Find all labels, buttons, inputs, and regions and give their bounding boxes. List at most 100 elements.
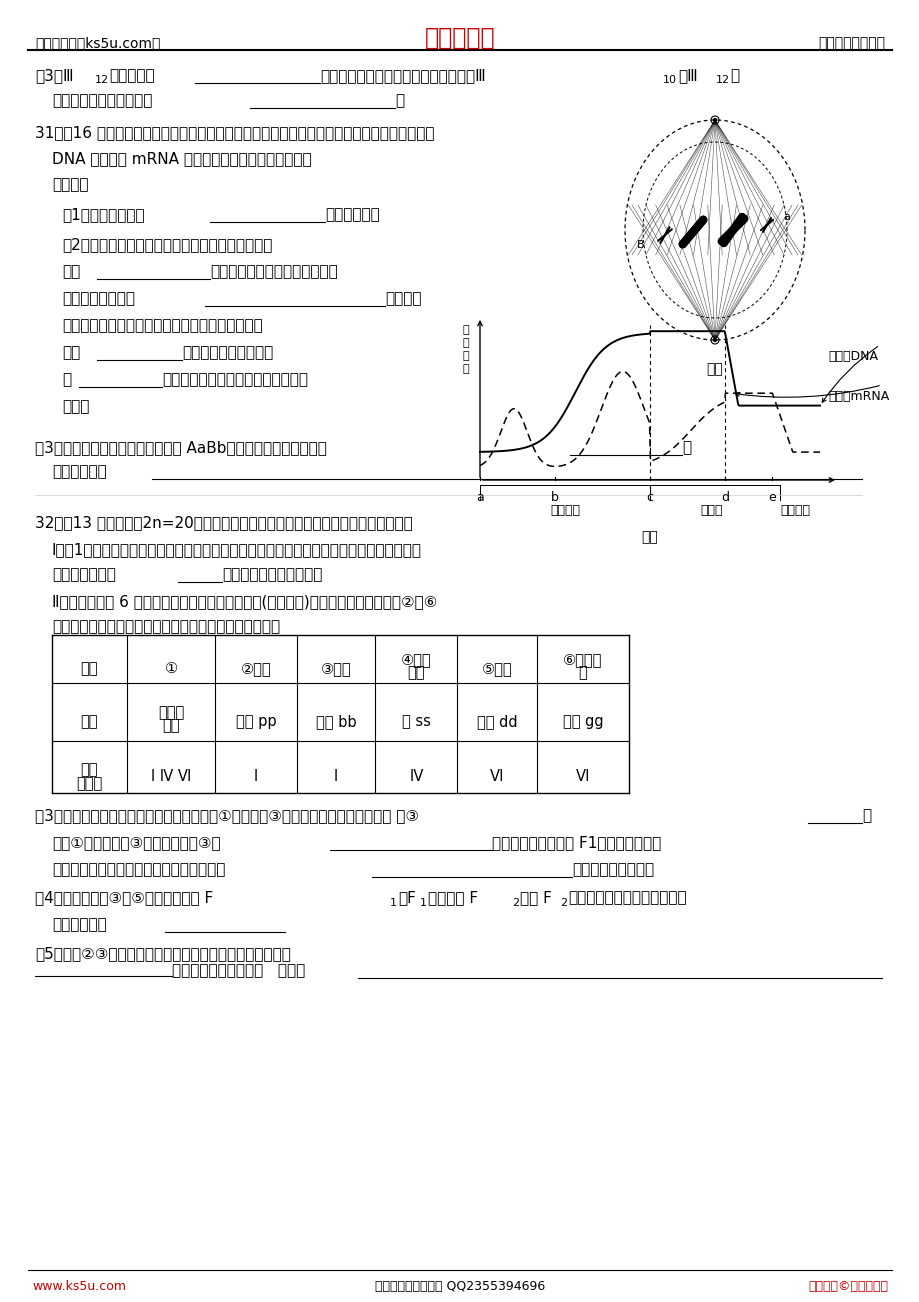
Text: 所在: 所在 [81,762,98,777]
Text: 期（填字母），该曲线: 期（填字母），该曲线 [182,345,273,359]
Text: 细胞核DNA: 细胞核DNA [827,350,877,363]
Text: 高考资源网: 高考资源网 [425,26,494,49]
Text: 生长收获种子，再播种，观察和记录后代中: 生长收获种子，再播种，观察和记录后代中 [52,862,225,878]
Text: 再自交得 F: 再自交得 F [427,891,478,905]
Text: 10: 10 [663,76,676,85]
Text: 均只有一个性状是隐性纯合的，其他性状均为显性纯合。: 均只有一个性状是隐性纯合的，其他性状均为显性纯合。 [52,618,279,634]
Text: a: a [476,491,483,504]
Text: 白色 gg: 白色 gg [562,713,603,729]
Text: 12: 12 [95,76,109,85]
Text: 期（填字母）才能观察到图甲所示的: 期（填字母）才能观察到图甲所示的 [162,372,308,387]
Text: 诚招驻站老师，联系 QQ2355394696: 诚招驻站老师，联系 QQ2355394696 [374,1280,545,1293]
Text: 版权所有©高考资源网: 版权所有©高考资源网 [807,1280,887,1293]
Circle shape [713,118,716,121]
Text: DNA 和细胞质 mRNA 含量的变化曲线，试回答下列有: DNA 和细胞质 mRNA 含量的变化曲线，试回答下列有 [52,151,312,165]
Text: 1: 1 [420,898,426,907]
Text: 的曲线表明，细胞分裂过程中核糖体功能活跃的时: 的曲线表明，细胞分裂过程中核糖体功能活跃的时 [62,318,263,333]
Text: 染色单体数分别为: 染色单体数分别为 [62,292,135,306]
Text: ，F: ，F [398,891,415,905]
Text: ，则 F: ，则 F [519,891,551,905]
Text: 短节 bb: 短节 bb [315,713,356,729]
Text: 量: 量 [462,365,469,374]
Text: 表现为长节高茎的植株中，纯: 表现为长节高茎的植株中，纯 [567,891,686,905]
Text: 结: 结 [729,68,738,83]
Text: 12: 12 [715,76,730,85]
Text: 和Ⅲ: 和Ⅲ [677,68,697,83]
Text: （用能或不能作答），   理由是: （用能或不能作答）， 理由是 [172,963,305,978]
Text: （3）Ⅲ: （3）Ⅲ [35,68,74,83]
Text: 31．（16 分）图甲是某生物细胞分裂过程中的某时期分裂图像，图乙所示为分裂各阶段细胞核: 31．（16 分）图甲是某生物细胞分裂过程中的某时期分裂图像，图乙所示为分裂各阶… [35,125,434,141]
Text: www.ks5u.com: www.ks5u.com [32,1280,126,1293]
Text: c: c [646,491,652,504]
Text: 含: 含 [462,352,469,361]
Text: Ⅵ: Ⅵ [490,769,504,784]
Text: 2: 2 [512,898,518,907]
Text: Ⅰ: Ⅰ [254,769,258,784]
Text: 分裂期: 分裂期 [699,504,721,517]
Text: 期，该细胞的同源染色体对数，: 期，该细胞的同源染色体对数， [210,264,337,279]
Text: 染色体: 染色体 [76,776,103,792]
Text: a: a [782,212,789,223]
Text: b: b [550,491,558,504]
Text: Ⅰ: Ⅰ [334,769,338,784]
Text: ①: ① [165,661,177,676]
Text: 显性纯: 显性纯 [158,706,184,720]
Text: 期是: 期是 [62,345,80,359]
Text: ，: ， [861,809,870,823]
Text: 个染色体组。: 个染色体组。 [324,207,380,223]
Text: B: B [636,240,644,250]
Text: 关问题：: 关问题： [52,177,88,191]
Text: Ⅰ Ⅳ Ⅵ: Ⅰ Ⅳ Ⅵ [151,769,191,784]
Text: 您身边的高考专家: 您身边的高考专家 [817,36,884,49]
Text: 期是: 期是 [62,264,80,279]
Text: 高考资源网（ks5u.com）: 高考资源网（ks5u.com） [35,36,160,49]
Text: 白色 pp: 白色 pp [235,713,276,729]
Text: Ⅰ、（1）研究其基因图谱对于研究其育种、疾病、起源、进化等方面具有重要意义，玉米基: Ⅰ、（1）研究其基因图谱对于研究其育种、疾病、起源、进化等方面具有重要意义，玉米… [52,542,422,557]
Text: ⑥胚乳颜: ⑥胚乳颜 [562,652,602,668]
Text: ⑤高度: ⑤高度 [482,661,512,676]
Text: ③节长: ③节长 [321,661,351,676]
Text: （1）该细胞中含有: （1）该细胞中含有 [62,207,144,223]
Text: 相: 相 [462,326,469,335]
Text: 品系: 品系 [81,661,98,676]
Text: 。图乙中: 。图乙中 [384,292,421,306]
Text: 味道: 味道 [407,665,425,681]
Text: Ⅵ: Ⅵ [575,769,589,784]
Text: ④胚乳: ④胚乳 [401,652,431,668]
Text: 并进行统计学分析。: 并进行统计学分析。 [572,862,653,878]
Text: 色: 色 [578,665,586,681]
Text: 1: 1 [390,898,397,907]
Text: 性状: 性状 [81,713,98,729]
Text: 细胞周期: 细胞周期 [779,504,810,517]
Text: 合子: 合子 [162,719,179,733]
Text: 矮茎 dd: 矮茎 dd [476,713,516,729]
Text: （3）如果此生物体细胞的基因型是 AaBb，则该细胞所处的时期是: （3）如果此生物体细胞的基因型是 AaBb，则该细胞所处的时期是 [35,440,326,454]
Text: 判断的依据是: 判断的依据是 [52,464,107,479]
Text: 。: 。 [394,92,403,108]
Circle shape [713,339,716,341]
Text: Ⅱ、下表为玉米 6 个纯系的表现型、相应的基因型(字母表示)及所在的染色体。品系②～⑥: Ⅱ、下表为玉米 6 个纯系的表现型、相应的基因型(字母表示)及所在的染色体。品系… [52,594,437,609]
Text: 搜集①的花粉并给③授粉，最后对③作: 搜集①的花粉并给③授粉，最后对③作 [52,835,221,850]
Text: e: e [767,491,776,504]
Text: 的基因型是: 的基因型是 [108,68,154,83]
Text: ②果皮: ②果皮 [241,661,271,676]
Text: 对: 对 [462,339,469,348]
Text: ，: ， [681,440,690,454]
Text: 细胞质mRNA: 细胞质mRNA [827,391,889,404]
Text: 图乙: 图乙 [641,530,658,544]
Text: 2: 2 [560,898,566,907]
Text: 处理。收获种子即为 F1，播种让其自然: 处理。收获种子即为 F1，播种让其自然 [492,835,661,850]
Text: （5）能用②③作亲本研究基因的自由组合定律吗？为什么？: （5）能用②③作亲本研究基因的自由组合定律吗？为什么？ [35,947,290,961]
Text: 32．（13 分）玉米（2n=20）是我国一种重要的粮食作物，雌雄同株，开单性花。: 32．（13 分）玉米（2n=20）是我国一种重要的粮食作物，雌雄同株，开单性花… [35,516,413,530]
Text: 甜 ss: 甜 ss [401,713,430,729]
Text: ；我国婚姻法规定，禁止近亲结婚，若Ⅲ: ；我国婚姻法规定，禁止近亲结婚，若Ⅲ [320,68,485,83]
Text: （4）若选择品系③和⑤作亲本杂交得 F: （4）若选择品系③和⑤作亲本杂交得 F [35,891,213,905]
Text: 因组计划应测其: 因组计划应测其 [52,566,116,582]
Text: 的: 的 [62,372,71,387]
Text: 图像。: 图像。 [62,398,89,414]
Text: 分裂间期: 分裂间期 [550,504,579,517]
Text: （3）某同学想验证基因分离定律，选择品系①作父本和③作母本，请补全其实验步骤 将③: （3）某同学想验证基因分离定律，选择品系①作父本和③作母本，请补全其实验步骤 将… [35,809,418,823]
Text: 婚，所生子女中发病率是: 婚，所生子女中发病率是 [52,92,153,108]
Text: Ⅳ: Ⅳ [409,769,422,784]
Text: 条染色体上的碱基序列。: 条染色体上的碱基序列。 [221,566,322,582]
